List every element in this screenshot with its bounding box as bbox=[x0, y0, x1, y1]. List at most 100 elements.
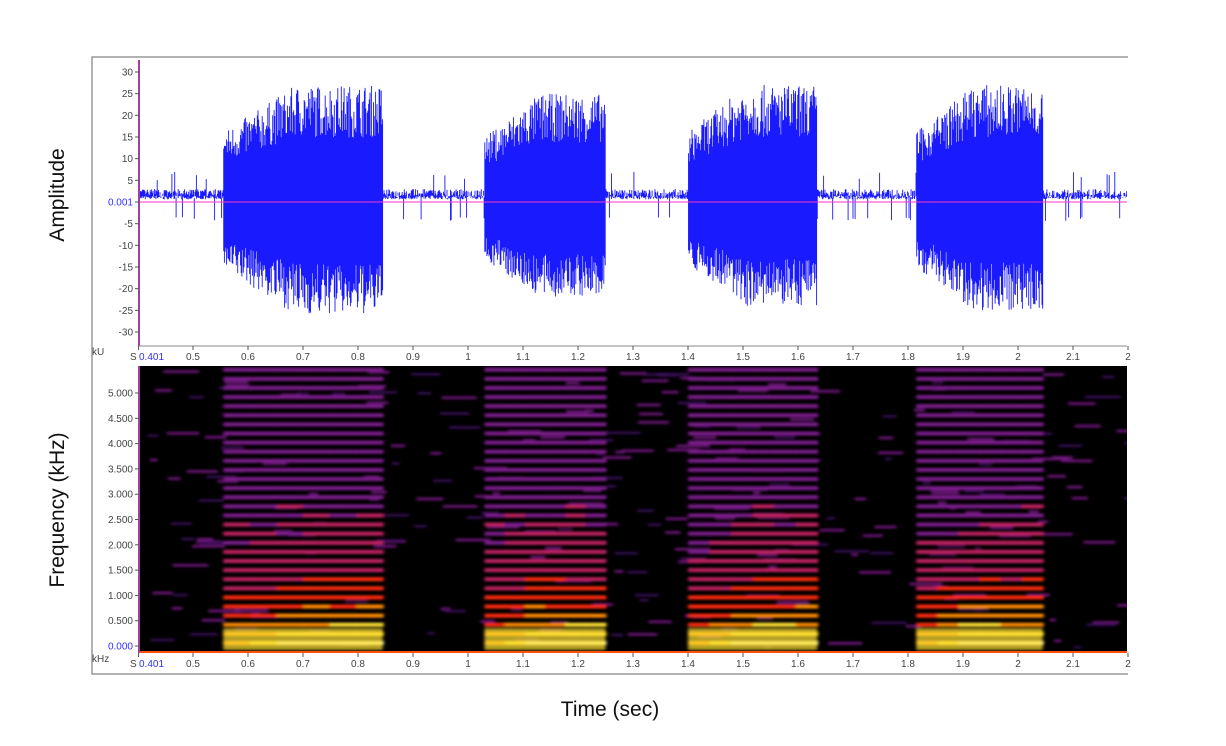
spectrogram-cell bbox=[979, 522, 1002, 527]
spectrogram-cell bbox=[979, 404, 1002, 409]
spectrogram-cell bbox=[190, 632, 218, 636]
spectrogram-cell bbox=[731, 622, 754, 627]
spectrogram-cell bbox=[223, 431, 251, 436]
spectrogram-cell bbox=[790, 418, 815, 422]
spectrogram-cell bbox=[504, 413, 526, 418]
spectrogram-cell bbox=[795, 367, 819, 372]
spectrogram-cell bbox=[504, 495, 526, 500]
spectrogram-cell bbox=[329, 376, 358, 381]
spectrogram-cell bbox=[545, 568, 567, 573]
spectrogram-cell bbox=[979, 449, 1002, 454]
spectrogram-cell bbox=[774, 549, 797, 554]
spectrogram-cell bbox=[591, 476, 623, 480]
spectrogram-cell bbox=[1000, 440, 1023, 445]
spectrogram-cell bbox=[585, 413, 607, 418]
spectrogram-cell bbox=[916, 495, 939, 500]
spectrogram-cell bbox=[688, 613, 711, 618]
spectrogram-cell bbox=[467, 516, 483, 520]
y-tick-label: 20 bbox=[122, 111, 134, 122]
spectrogram-cell bbox=[1021, 495, 1044, 500]
spectrogram-cell bbox=[1021, 531, 1044, 536]
spectrogram-cell bbox=[1021, 568, 1044, 573]
spectrogram-cell bbox=[356, 422, 384, 427]
spectrogram-cell bbox=[524, 449, 546, 454]
spectrogram-cell bbox=[942, 566, 974, 570]
spectrogram-cell bbox=[674, 547, 710, 551]
spectrogram-cell bbox=[329, 385, 358, 390]
spectrogram-cell bbox=[356, 431, 384, 436]
spectrogram-cell bbox=[1000, 495, 1023, 500]
x-tick-label: 0.7 bbox=[296, 352, 310, 363]
spectrogram-cell bbox=[223, 376, 251, 381]
spectrogram-cell bbox=[665, 531, 681, 535]
spectrogram-cell bbox=[979, 613, 1002, 618]
spectrogram-cell bbox=[480, 619, 495, 623]
spectrogram-cell bbox=[958, 604, 981, 609]
spectrogram-cell bbox=[484, 486, 506, 491]
spectrogram-cell bbox=[937, 586, 960, 591]
spectrogram-cell bbox=[677, 401, 707, 405]
spectrogram-cell bbox=[1000, 504, 1023, 509]
spectrogram-cell bbox=[565, 531, 587, 536]
spectrogram-cell bbox=[276, 395, 304, 400]
spectrogram-cell bbox=[540, 435, 565, 439]
spectrogram-cell bbox=[851, 553, 858, 557]
spectrogram-cell bbox=[329, 595, 358, 600]
spectrogram-cell bbox=[1021, 577, 1044, 582]
spectrogram-cell bbox=[1061, 459, 1093, 463]
spectrogram-cell bbox=[810, 389, 841, 393]
spectrogram-cell bbox=[186, 469, 218, 473]
spectrogram-cell bbox=[565, 431, 587, 436]
spectrogram-cell bbox=[774, 413, 797, 418]
spectrogram-cell bbox=[1092, 621, 1120, 625]
x-tick-label: 1.4 bbox=[681, 659, 695, 670]
x-tick-label: 0.8 bbox=[351, 352, 365, 363]
spectrogram-cell bbox=[1000, 477, 1023, 482]
x-tick-label: 0.401 bbox=[139, 352, 164, 363]
y-unit-label: kU bbox=[92, 347, 104, 358]
spectrogram-cell bbox=[276, 422, 304, 427]
y-tick-label: 3.500 bbox=[108, 464, 133, 475]
spectrogram-cell bbox=[565, 467, 587, 472]
spectrogram-cell bbox=[376, 539, 404, 543]
spectrogram-cell bbox=[1021, 540, 1044, 545]
spectrogram-cell bbox=[524, 467, 546, 472]
spectrogram-cell bbox=[249, 586, 278, 591]
spectrogram-cell bbox=[225, 384, 250, 388]
spectrogram-cell bbox=[276, 495, 304, 500]
spectrogram-cell bbox=[752, 431, 776, 436]
spectrogram-cell bbox=[276, 486, 304, 491]
spectrogram-cell bbox=[795, 586, 819, 591]
spectrogram-cell bbox=[585, 586, 607, 591]
spectrogram-cell bbox=[615, 450, 625, 454]
spectrogram-cell bbox=[1021, 613, 1044, 618]
spectrogram-cell bbox=[958, 440, 981, 445]
spectrogram-cell bbox=[639, 598, 649, 602]
spectrogram-cell bbox=[565, 540, 587, 545]
spectrogram-cell bbox=[504, 622, 526, 627]
clip-mask bbox=[1128, 50, 1226, 690]
spectrogram-cell bbox=[524, 522, 546, 527]
spectrogram-cell bbox=[774, 568, 797, 573]
spectrogram-cell bbox=[592, 603, 613, 607]
spectrogram-cell bbox=[356, 531, 384, 536]
spectrogram-cell bbox=[752, 395, 776, 400]
spectrogram-cell bbox=[303, 558, 331, 563]
spectrogram-cell bbox=[731, 495, 754, 500]
y-tick-label: 25 bbox=[122, 89, 134, 100]
spectrogram-cell bbox=[795, 376, 819, 381]
spectrogram-cell bbox=[795, 622, 819, 627]
spectrogram-cell bbox=[249, 595, 278, 600]
spectrogram-cell bbox=[1026, 593, 1050, 597]
spectrogram-cell bbox=[1000, 467, 1023, 472]
spectrogram-cell bbox=[688, 440, 711, 445]
spectrogram-cell bbox=[774, 449, 797, 454]
spectrogram-cell bbox=[484, 404, 506, 409]
spectrogram-cell bbox=[774, 531, 797, 536]
spectrogram-cell bbox=[978, 462, 993, 466]
spectrogram-cell bbox=[874, 525, 897, 529]
spectrogram-cell bbox=[303, 568, 331, 573]
spectrogram-cell bbox=[524, 431, 546, 436]
spectrogram-cell bbox=[276, 440, 304, 445]
